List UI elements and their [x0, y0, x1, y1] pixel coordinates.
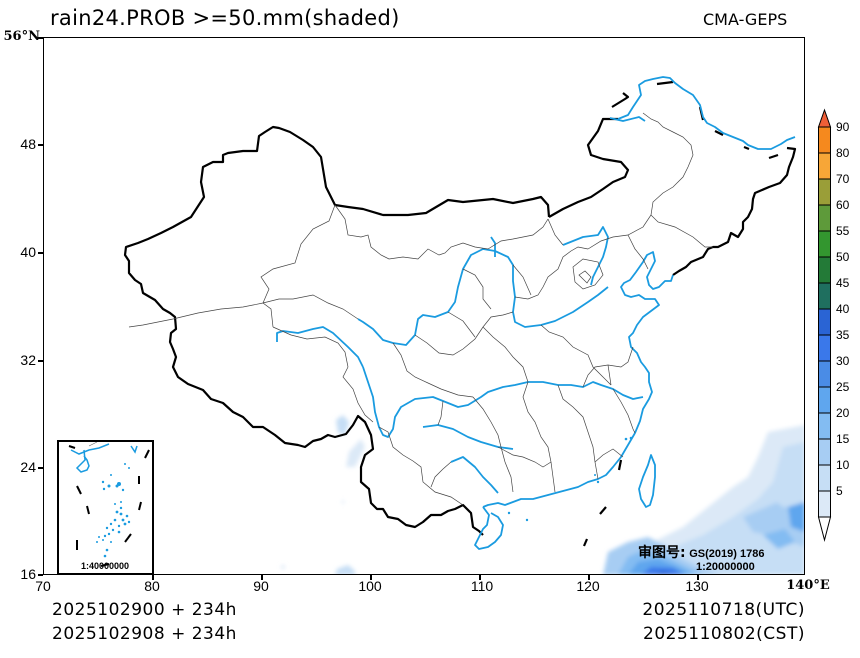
- colorbar-label-45: 45: [836, 276, 850, 290]
- lat-tick-56: 56°N: [3, 29, 40, 44]
- colorbar-label-25: 25: [836, 380, 850, 394]
- lat-tickmark: [38, 37, 43, 39]
- colorbar-label-20: 20: [836, 406, 850, 420]
- colorbar-top-arrow: [817, 108, 832, 128]
- lat-tick-16: 16: [20, 566, 36, 582]
- approval-prefix: 审图号:: [638, 545, 686, 561]
- lat-tick-32: 32: [20, 352, 36, 368]
- lon-tickmark: [697, 575, 699, 580]
- province-borders: [128, 112, 713, 505]
- colorbar-label-80: 80: [836, 146, 850, 160]
- colorbar-label-50: 50: [836, 250, 850, 264]
- lat-tick-48: 48: [20, 136, 36, 152]
- lon-tickmark: [152, 575, 154, 580]
- map-frame: 审图号: GS(2019) 1786 1:20000000: [43, 37, 805, 575]
- lon-tickmark: [479, 575, 481, 580]
- model-source-label: CMA-GEPS: [703, 10, 788, 29]
- lon-tick-100: 100: [358, 578, 382, 594]
- lat-tickmark: [38, 144, 43, 146]
- inset-map-scale: 1:40000000: [81, 561, 130, 571]
- map-canvas: [123, 75, 804, 574]
- valid-time-cst: 2025110802(CST): [643, 624, 805, 644]
- colorbar-label-35: 35: [836, 328, 850, 342]
- colorbar-label-55: 55: [836, 224, 850, 238]
- valid-time-utc: 2025110718(UTC): [642, 600, 805, 620]
- lon-tickmark: [370, 575, 372, 580]
- nine-dash-line-segments: [582, 459, 622, 546]
- lon-tickmark: [588, 575, 590, 580]
- lat-tickmark: [38, 252, 43, 254]
- colorbar-label-15: 15: [836, 432, 850, 446]
- map-approval-label: 审图号: GS(2019) 1786: [638, 542, 764, 562]
- coastline-and-rivers: [275, 75, 795, 550]
- colorbar-label-10: 10: [836, 458, 850, 472]
- lon-tick-70: 70: [35, 578, 51, 594]
- colorbar-label-5: 5: [836, 484, 843, 498]
- chart-title: rain24.PROB >=50.mm(shaded): [50, 6, 400, 30]
- lat-tickmark: [38, 467, 43, 469]
- lon-tick-130: 130: [685, 578, 709, 594]
- main-map-scale: 1:20000000: [696, 561, 755, 573]
- colorbar-bottom-arrow: [817, 516, 832, 542]
- lat-tickmark: [38, 574, 43, 576]
- lon-tick-120: 120: [576, 578, 600, 594]
- init-time-utc: 2025102900 + 234h: [52, 600, 237, 620]
- colorbar-label-60: 60: [836, 198, 850, 212]
- islands: [507, 436, 632, 521]
- init-time-cst: 2025102908 + 234h: [52, 624, 237, 644]
- colorbar-graphic: [817, 108, 832, 542]
- colorbar-label-90: 90: [836, 120, 850, 134]
- approval-code: GS(2019) 1786: [689, 548, 765, 560]
- colorbar-label-70: 70: [836, 172, 850, 186]
- lat-tick-24: 24: [20, 459, 36, 475]
- lat-tickmark: [38, 360, 43, 362]
- lat-tick-40: 40: [20, 244, 36, 260]
- lon-tickmark: [261, 575, 263, 580]
- lon-tick-80: 80: [144, 578, 160, 594]
- lon-tick-90: 90: [253, 578, 269, 594]
- inset-islands: [96, 463, 131, 558]
- inset-canvas: [68, 442, 150, 567]
- colorbar-label-40: 40: [836, 302, 850, 316]
- probability-shading: [280, 414, 804, 574]
- south-china-sea-inset: 1:40000000: [57, 440, 154, 575]
- inset-nine-dash-line: [68, 445, 150, 567]
- lon-tick-110: 110: [470, 578, 494, 594]
- colorbar-label-30: 30: [836, 354, 850, 368]
- lon-tick-140: 140°E: [786, 578, 830, 593]
